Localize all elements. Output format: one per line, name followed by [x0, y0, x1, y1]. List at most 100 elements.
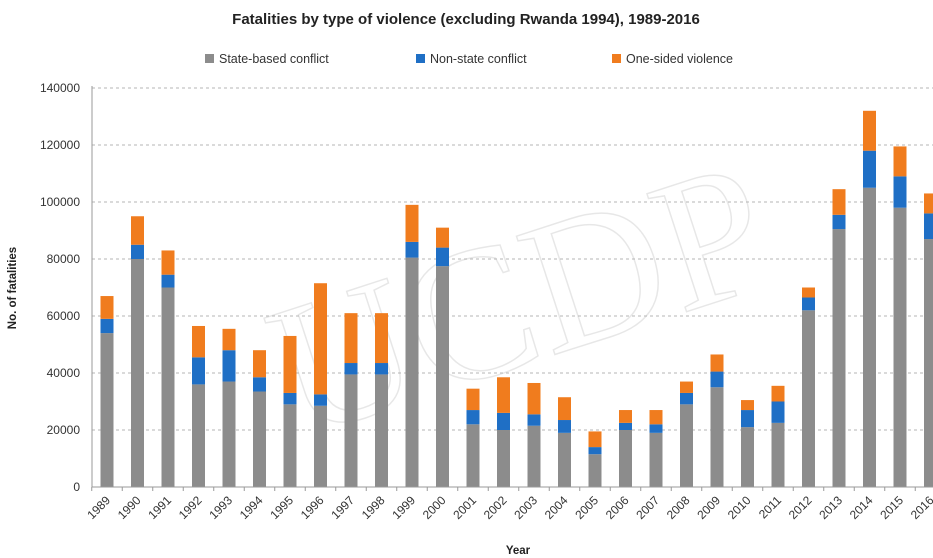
bar-non-state-conflict	[405, 241, 419, 258]
bar-one-sided-violence	[405, 204, 419, 242]
bar-non-state-conflict	[893, 176, 907, 208]
legend-label-non-state-conflict: Non-state conflict	[430, 52, 527, 66]
bar-state-based-conflict	[466, 424, 480, 487]
x-tick-label: 2007	[633, 493, 662, 522]
bar-non-state-conflict	[192, 357, 205, 385]
x-tick-label: 2013	[816, 493, 845, 522]
bar-state-based-conflict	[344, 374, 358, 487]
legend-swatch-non-state-conflict	[416, 54, 425, 63]
bar-one-sided-violence	[588, 431, 602, 448]
bar-state-based-conflict	[222, 381, 236, 487]
bar-state-based-conflict	[649, 432, 663, 487]
bar-state-based-conflict	[893, 207, 907, 487]
x-tick-label: 2014	[847, 493, 876, 522]
chart-title: Fatalities by type of violence (excludin…	[232, 11, 700, 28]
bar-non-state-conflict	[344, 363, 358, 375]
bar-state-based-conflict	[283, 404, 297, 487]
bar-non-state-conflict	[588, 447, 602, 455]
bar-one-sided-violence	[893, 146, 907, 177]
bar-non-state-conflict	[375, 363, 388, 375]
bar-state-based-conflict	[131, 259, 144, 487]
bar-one-sided-violence	[283, 335, 297, 393]
bar-state-based-conflict	[863, 187, 876, 487]
bar-one-sided-violence	[832, 189, 846, 215]
bar-state-based-conflict	[100, 333, 114, 487]
bar-non-state-conflict	[832, 214, 846, 230]
x-tick-label: 1991	[145, 493, 174, 522]
bar-state-based-conflict	[741, 427, 754, 487]
bar-state-based-conflict	[375, 374, 388, 487]
x-tick-label: 2016	[908, 493, 933, 522]
bar-state-based-conflict	[192, 384, 205, 487]
bar-non-state-conflict	[863, 150, 876, 188]
x-tick-label: 2001	[450, 493, 479, 522]
x-tick-label: 1992	[176, 493, 205, 522]
x-axis-label: Year	[506, 545, 531, 557]
legend-swatch-state-based-conflict	[205, 54, 214, 63]
bar-one-sided-violence	[558, 397, 571, 421]
bar-one-sided-violence	[222, 328, 236, 351]
x-tick-label: 2010	[725, 493, 754, 522]
bar-state-based-conflict	[680, 404, 693, 487]
bar-one-sided-violence	[314, 283, 327, 395]
bar-one-sided-violence	[924, 193, 933, 214]
bar-one-sided-violence	[344, 313, 358, 364]
bar-one-sided-violence	[436, 227, 449, 248]
y-tick-label: 80000	[47, 252, 81, 266]
x-tick-label: 2000	[420, 493, 449, 522]
x-tick-label: 1994	[237, 493, 266, 522]
bar-state-based-conflict	[497, 430, 510, 487]
y-tick-label: 120000	[40, 138, 80, 152]
x-tick-label: 1998	[359, 493, 388, 522]
bar-state-based-conflict	[527, 425, 541, 487]
bar-non-state-conflict	[253, 377, 266, 392]
x-tick-label: 1990	[115, 493, 144, 522]
y-tick-label: 40000	[47, 366, 81, 380]
bar-non-state-conflict	[649, 424, 663, 433]
bar-non-state-conflict	[741, 410, 754, 428]
bar-non-state-conflict	[680, 392, 693, 405]
legend-swatch-one-sided-violence	[612, 54, 621, 63]
x-tick-label: 1989	[84, 493, 113, 522]
x-tick-label: 2008	[664, 493, 693, 522]
bar-one-sided-violence	[161, 250, 175, 275]
bar-one-sided-violence	[802, 287, 815, 298]
x-tick-label: 2002	[481, 493, 510, 522]
x-tick-label: 1999	[389, 493, 418, 522]
y-tick-label: 0	[73, 480, 80, 494]
bar-state-based-conflict	[436, 266, 449, 487]
bar-non-state-conflict	[558, 420, 571, 433]
x-tick-label: 2009	[694, 493, 723, 522]
x-tick-label: 2005	[572, 493, 601, 522]
bar-one-sided-violence	[192, 325, 205, 358]
bar-non-state-conflict	[314, 394, 327, 406]
x-tick-label: 2015	[877, 493, 906, 522]
bar-non-state-conflict	[710, 371, 724, 388]
legend: State-based conflict Non-state conflict On…	[205, 52, 733, 66]
x-tick-label: 1993	[206, 493, 235, 522]
bar-non-state-conflict	[497, 412, 510, 430]
legend-label-state-based-conflict: State-based conflict	[219, 52, 329, 66]
bar-non-state-conflict	[924, 213, 933, 240]
x-tick-label: 1995	[267, 493, 296, 522]
bar-non-state-conflict	[436, 247, 449, 267]
bar-one-sided-violence	[771, 385, 785, 402]
y-tick-label: 140000	[40, 81, 80, 95]
bar-state-based-conflict	[924, 239, 933, 487]
bar-one-sided-violence	[131, 216, 144, 245]
bar-state-based-conflict	[832, 229, 846, 487]
x-tick-label: 1997	[328, 493, 357, 522]
bar-state-based-conflict	[771, 422, 785, 487]
bar-non-state-conflict	[527, 414, 541, 426]
bar-state-based-conflict	[558, 432, 571, 487]
bar-one-sided-violence	[619, 410, 632, 423]
bar-state-based-conflict	[588, 454, 602, 487]
x-tick-label: 2011	[756, 493, 784, 521]
bar-one-sided-violence	[680, 381, 693, 393]
bar-non-state-conflict	[131, 244, 144, 259]
bar-non-state-conflict	[802, 297, 815, 311]
y-tick-label: 20000	[47, 423, 81, 437]
bar-one-sided-violence	[863, 110, 876, 151]
bar-one-sided-violence	[375, 313, 388, 364]
